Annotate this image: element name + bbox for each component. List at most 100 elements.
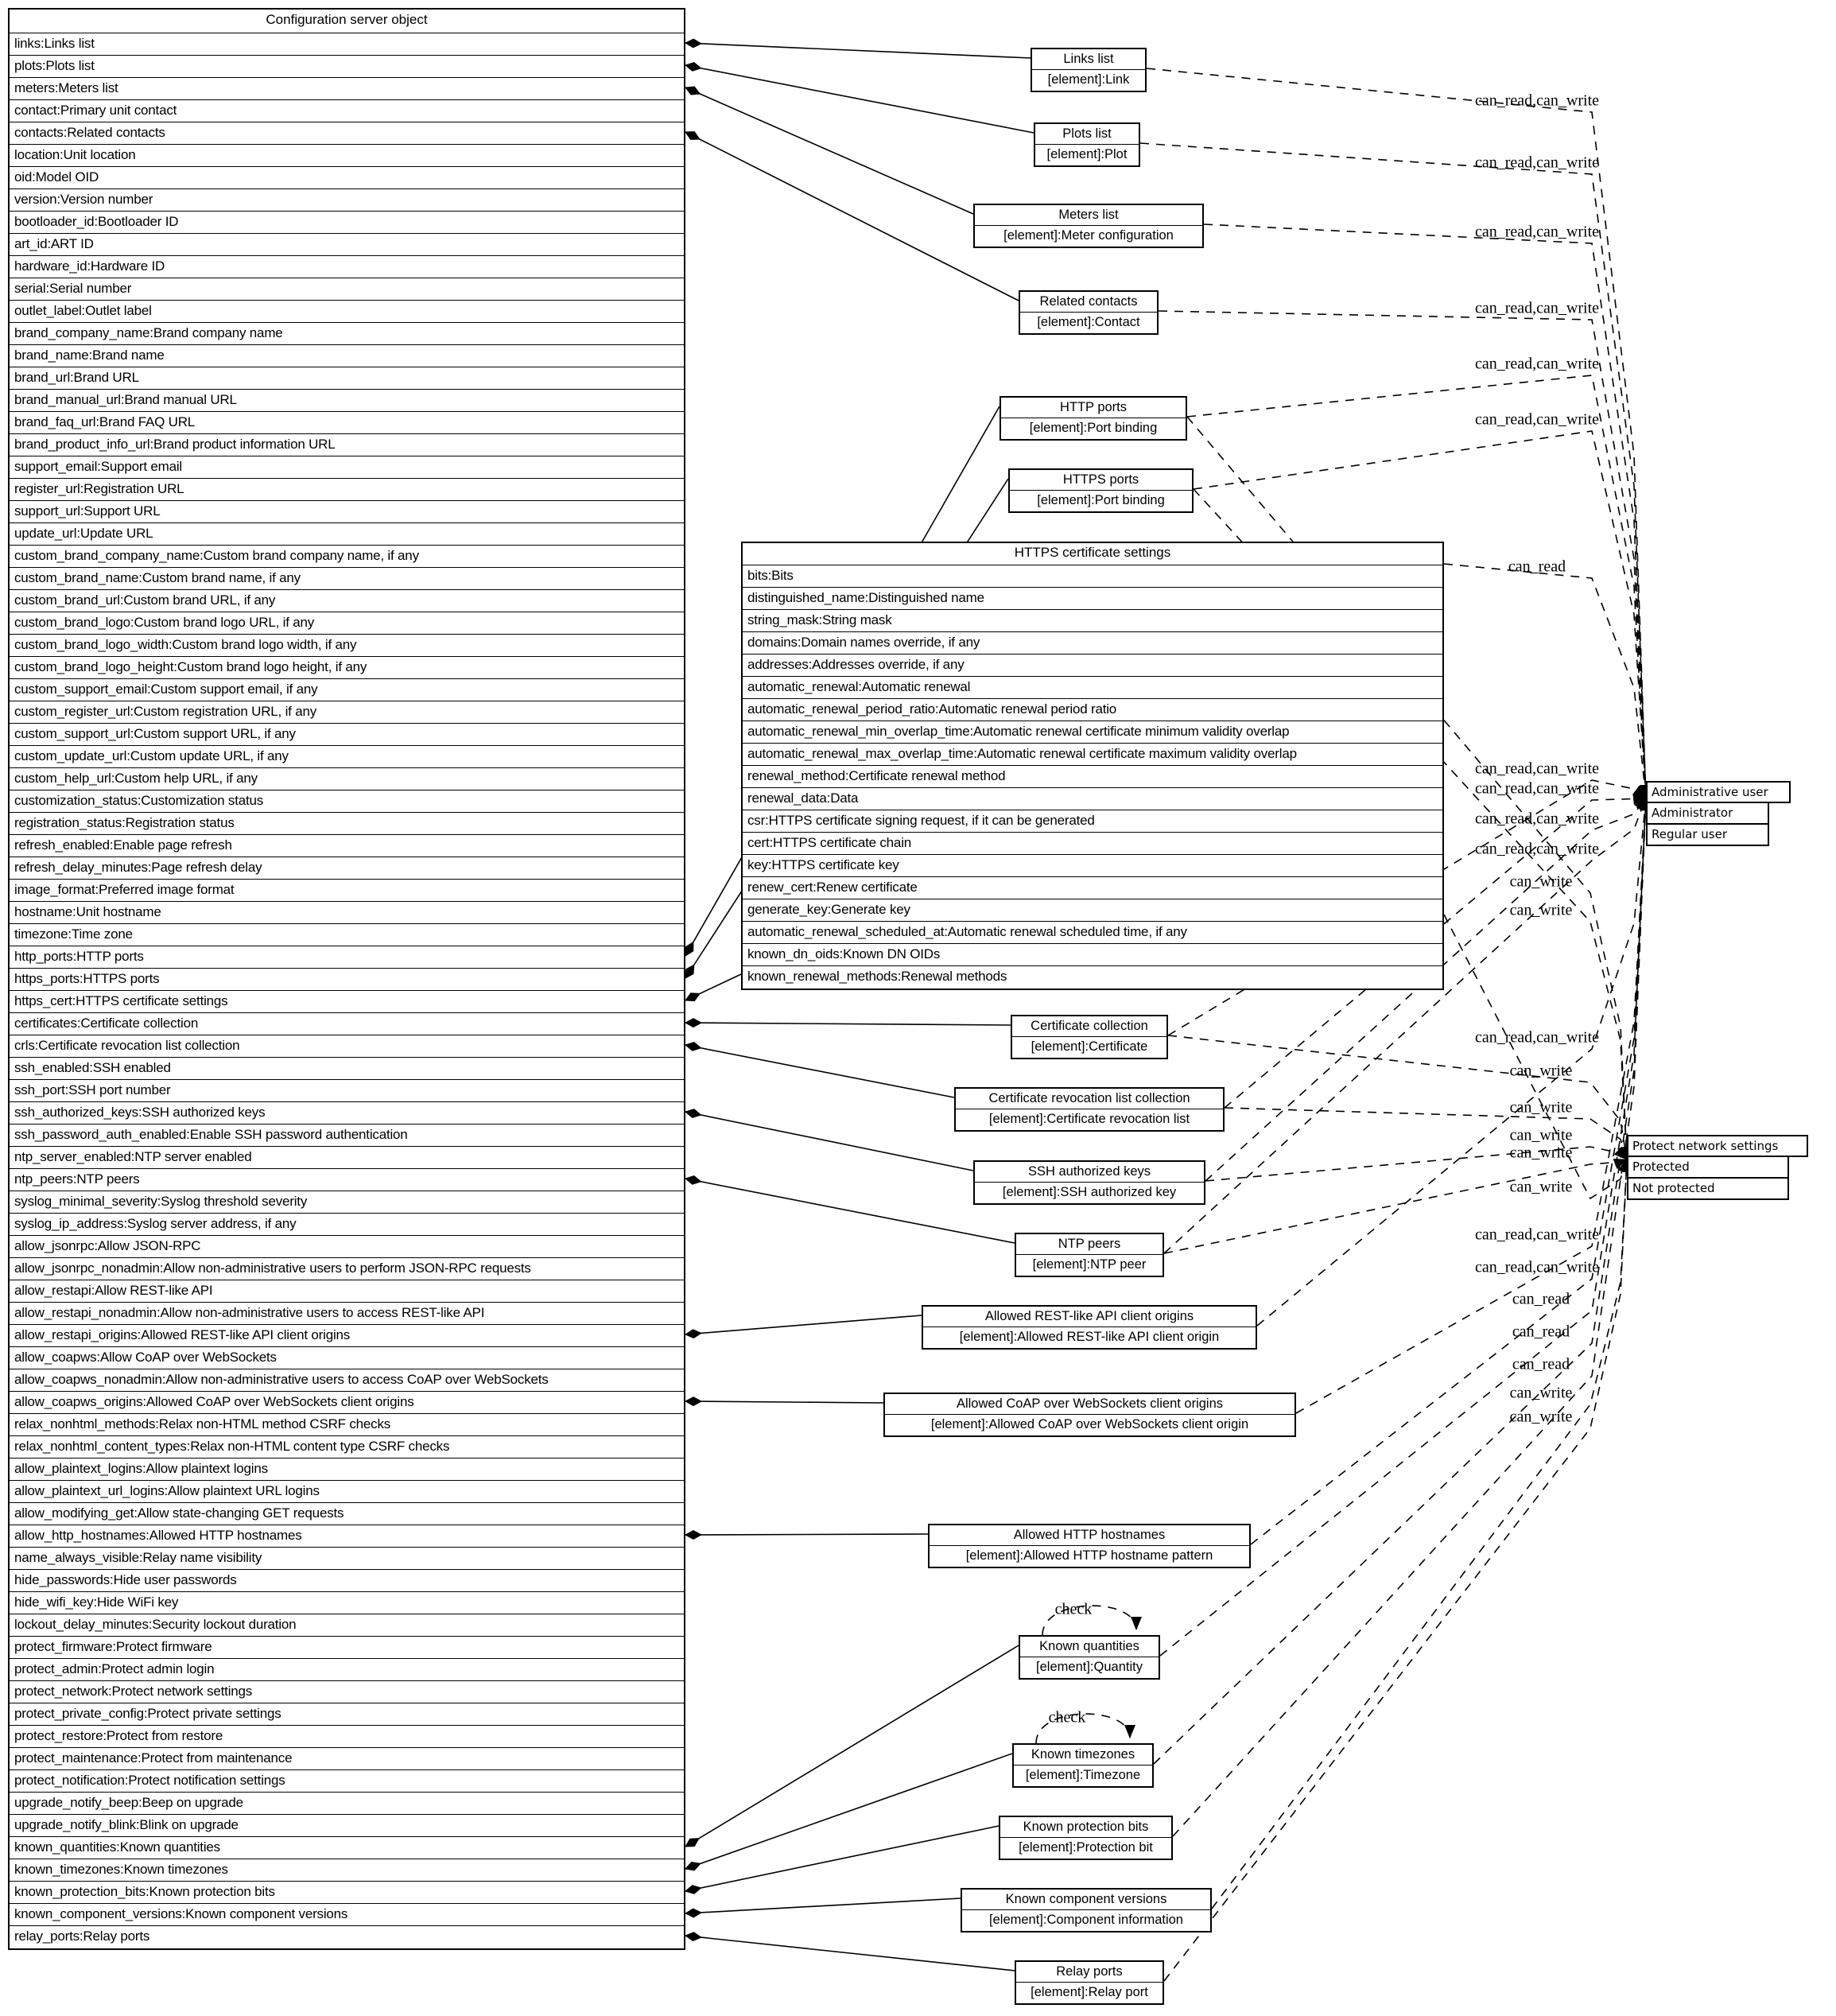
node-title: Protect network settings [1627, 1135, 1808, 1157]
attribute-row: links:Links list [10, 33, 684, 56]
attribute-row: image_format:Preferred image format [10, 880, 684, 902]
node-title: Certificate collection [1012, 1016, 1166, 1037]
containment-edge [685, 1825, 1000, 1894]
node-known-component-versions: Known component versions [element]:Compon… [961, 1888, 1212, 1932]
attribute-row: syslog_ip_address:Syslog server address,… [10, 1214, 684, 1236]
attribute-row: https_cert:HTTPS certificate settings [10, 991, 684, 1013]
attribute-row: automatic_renewal_scheduled_at:Automatic… [743, 922, 1442, 944]
edge-label: can_read [1512, 1323, 1570, 1341]
containment-edge [685, 1932, 1015, 1971]
attribute-row: bootloader_id:Bootloader ID [10, 212, 684, 234]
attribute-row: protect_notification:Protect notificatio… [10, 1770, 684, 1793]
node-title: Known quantities [1020, 1637, 1159, 1657]
attribute-row: timezone:Time zone [10, 924, 684, 946]
attribute-row: syslog_minimal_severity:Syslog threshold… [10, 1191, 684, 1214]
attribute-row: allow_jsonrpc:Allow JSON-RPC [10, 1236, 684, 1258]
attribute-row: refresh_enabled:Enable page refresh [10, 835, 684, 857]
containment-edge [685, 1898, 961, 1918]
attribute-row: known_dn_oids:Known DN OIDs [743, 944, 1442, 966]
attribute-row: upgrade_notify_blink:Blink on upgrade [10, 1815, 684, 1837]
attribute-row: ssh_authorized_keys:SSH authorized keys [10, 1102, 684, 1125]
element-type-row: [element]:Quantity [1036, 1660, 1143, 1674]
node-certificate-collection: Certificate collection [element]:Certific… [1011, 1015, 1168, 1059]
attribute-rows: links:Links list plots:Plots list meters:M… [10, 33, 684, 1948]
attribute-row: oid:Model OID [10, 167, 684, 189]
attribute-row: allow_restapi_origins:Allowed REST-like … [10, 1325, 684, 1347]
element-type-row: [element]:Protection bit [1019, 1840, 1153, 1855]
attribute-row: hostname:Unit hostname [10, 902, 684, 924]
attribute-row: outlet_label:Outlet label [10, 301, 684, 323]
element-type-row: [element]:Allowed REST-like API client o… [959, 1330, 1220, 1344]
node-relay-ports: Relay ports [element]:Relay port [1015, 1960, 1164, 2005]
attribute-row: update_url:Update URL [10, 523, 684, 546]
attribute-row: protect_firmware:Protect firmware [10, 1637, 684, 1659]
attribute-row: key:HTTPS certificate key [743, 855, 1442, 877]
element-type-row: [element]:Relay port [1031, 1985, 1148, 1999]
edge-label: can_write [1509, 1126, 1573, 1144]
node-title: HTTP ports [1001, 398, 1186, 418]
attribute-row: custom_support_url:Custom support URL, i… [10, 724, 684, 746]
attribute-row: automatic_renewal_period_ratio:Automatic… [743, 699, 1442, 721]
enum-option-row: Administrator [1646, 803, 1769, 825]
edge-label: can_write [1509, 1144, 1573, 1162]
containment-edge [685, 86, 974, 215]
containment-edge [685, 62, 1034, 134]
attribute-row: renewal_data:Data [743, 788, 1442, 810]
containment-edge [685, 38, 1031, 59]
attribute-row: allow_plaintext_url_logins:Allow plainte… [10, 1481, 684, 1503]
node-title: Certificate revocation list collection [956, 1089, 1223, 1109]
containment-edge [685, 131, 1019, 301]
edge-label: can_read,can_write [1474, 153, 1600, 172]
edge-label: can_read,can_write [1474, 223, 1600, 241]
node-title: Meters list [975, 205, 1202, 226]
node-known-timezones: Known timezones [element]:Timezone [1012, 1743, 1154, 1788]
permission-edge [1158, 310, 1652, 798]
enum-option-row: Not protected [1627, 1179, 1789, 1200]
attribute-row: custom_update_url:Custom update URL, if … [10, 746, 684, 768]
node-title: Related contacts [1020, 292, 1157, 313]
attribute-row: refresh_delay_minutes:Page refresh delay [10, 857, 684, 880]
element-type-row: [element]:Allowed HTTP hostname pattern [965, 1548, 1213, 1563]
permission-edge [1443, 563, 1651, 798]
permission-edge [1146, 68, 1652, 798]
attribute-row: custom_help_url:Custom help URL, if any [10, 768, 684, 790]
attribute-row: contacts:Related contacts [10, 122, 684, 145]
attribute-row: protect_maintenance:Protect from mainten… [10, 1748, 684, 1770]
attribute-row: custom_brand_logo:Custom brand logo URL,… [10, 612, 684, 635]
edge-label: can_write [1509, 1098, 1573, 1117]
attribute-row: allow_http_hostnames:Allowed HTTP hostna… [10, 1525, 684, 1548]
attribute-row: automatic_renewal:Automatic renewal [743, 677, 1442, 699]
attribute-row: known_quantities:Known quantities [10, 1837, 684, 1859]
node-protect-network-settings: Protect network settings Protected Not pro… [1627, 1135, 1808, 1200]
edge-label: can_read,can_write [1474, 779, 1600, 798]
containment-edge [685, 1018, 1011, 1028]
node-related-contacts: Related contacts [element]:Contact [1019, 290, 1159, 335]
edge-label: can_write [1509, 1178, 1573, 1196]
element-type-row: [element]:Allowed CoAP over WebSockets c… [930, 1417, 1249, 1431]
attribute-row: automatic_renewal_max_overlap_time:Autom… [743, 744, 1442, 766]
permission-edge [1256, 797, 1651, 1327]
attribute-row: protect_private_config:Protect private s… [10, 1703, 684, 1726]
check-loop-label: check [1048, 1708, 1086, 1727]
attribute-row: custom_brand_logo_height:Custom brand lo… [10, 657, 684, 679]
edge-label: can_read [1508, 557, 1566, 576]
attribute-row: renew_cert:Renew certificate [743, 877, 1442, 899]
attribute-row: ssh_port:SSH port number [10, 1080, 684, 1102]
attribute-row: protect_restore:Protect from restore [10, 1726, 684, 1748]
attribute-rows: bits:Bits distinguished_name:Distinguishe… [743, 565, 1442, 989]
permission-edge [1443, 914, 1628, 1200]
attribute-row: certificates:Certificate collection [10, 1013, 684, 1035]
attribute-row: serial:Serial number [10, 278, 684, 301]
enum-option-row: Regular user [1646, 825, 1769, 846]
attribute-row: known_timezones:Known timezones [10, 1859, 684, 1882]
attribute-row: crls:Certificate revocation list collect… [10, 1035, 684, 1058]
edge-label: can_read,can_write [1474, 759, 1600, 778]
node-ntp-peers: NTP peers [element]:NTP peer [1015, 1233, 1164, 1277]
attribute-row: renewal_method:Certificate renewal metho… [743, 766, 1442, 788]
attribute-row: location:Unit location [10, 145, 684, 167]
permission-edge [1186, 416, 1632, 1160]
node-http-ports: HTTP ports [element]:Port binding [1000, 396, 1187, 441]
node-title: Known protection bits [1000, 1817, 1171, 1838]
attribute-row: allow_coapws_origins:Allowed CoAP over W… [10, 1392, 684, 1414]
permission-edge [1172, 797, 1652, 1837]
